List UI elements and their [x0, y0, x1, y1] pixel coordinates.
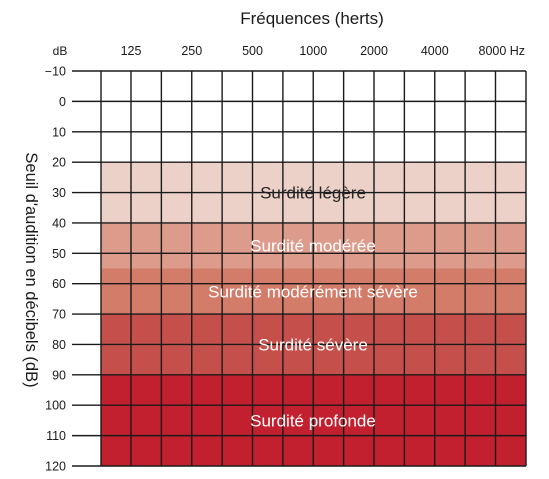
y-tick-label: 60: [52, 277, 66, 291]
zone-label: Surdité modérément sévère: [208, 282, 418, 301]
x-tick-label: 2000: [360, 44, 388, 58]
y-tick-label: 10: [52, 125, 66, 139]
y-tick-label: 40: [52, 216, 66, 230]
y-tick-label: −10: [45, 65, 66, 79]
zone-label: Surdité sévère: [258, 335, 368, 354]
y-tick-label: 100: [45, 399, 66, 413]
y-tick-label: 50: [52, 247, 66, 261]
y-tick-label: 110: [46, 429, 66, 443]
x-tick-label: 250: [181, 44, 202, 58]
y-tick-label: 20: [52, 156, 66, 170]
y-tick-label: 120: [45, 460, 66, 474]
x-tick-label: 8000 Hz: [479, 44, 526, 58]
zone-label: Surdité légère: [260, 184, 366, 203]
zone-label: Surdité modérée: [250, 237, 376, 256]
y-axis-label: Seuil d'audition en décibels (dB): [22, 152, 40, 387]
x-axis-ticks: 125 250 500 1000 2000 4000 8000 Hz: [121, 44, 525, 58]
y-tick-label: 90: [52, 368, 66, 382]
x-tick-label: 4000: [421, 44, 449, 58]
y-tick-label: 30: [52, 186, 66, 200]
zone-labels: Surdité légère Surdité modérée Surdité mod…: [208, 184, 418, 431]
grid-lines: [100, 70, 527, 467]
y-tick-label: 70: [52, 308, 66, 322]
y-unit-label: dB: [53, 44, 68, 58]
chart-title: Fréquences (herts): [240, 9, 384, 28]
y-axis-ticks: −10 0 10 20 30 40 50 60 70 80 90 100 110 120: [45, 65, 101, 474]
x-tick-label: 1000: [299, 44, 327, 58]
y-tick-label: 0: [59, 95, 66, 109]
x-tick-label: 500: [242, 44, 263, 58]
x-tick-label: 125: [121, 44, 142, 58]
y-tick-label: 80: [52, 338, 66, 352]
zone-label: Surdité profonde: [250, 411, 376, 430]
